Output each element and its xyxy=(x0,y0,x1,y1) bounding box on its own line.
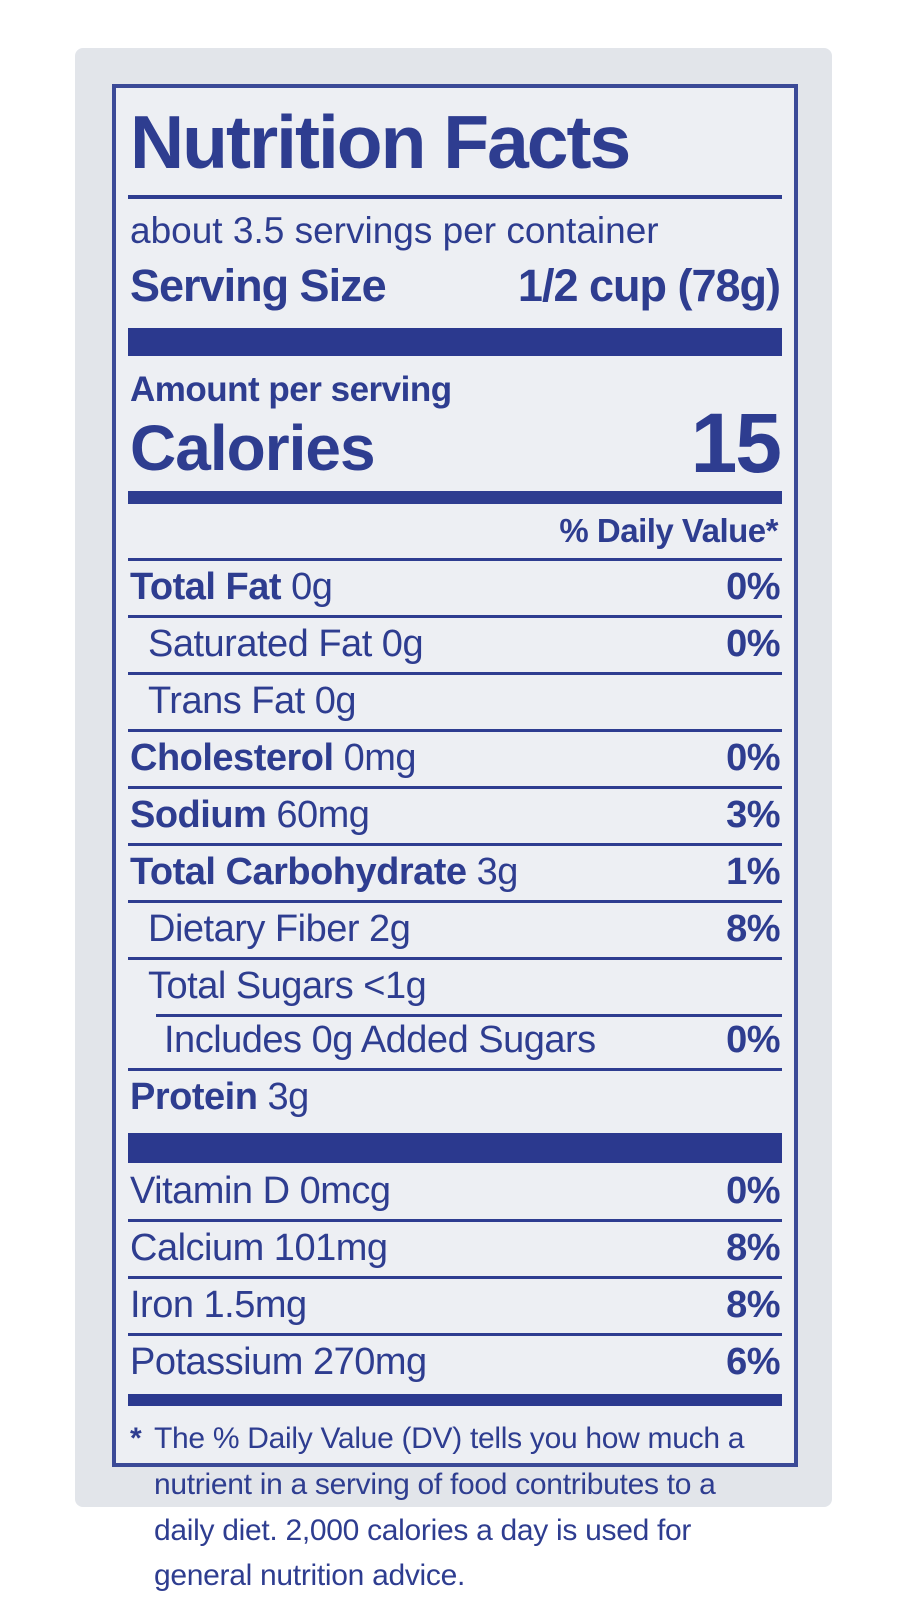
calories-value: 15 xyxy=(690,395,782,490)
nutrient-row: Cholesterol 0mg 0% xyxy=(128,729,782,786)
footnote-asterisk: * xyxy=(130,1422,142,1456)
calories-divider xyxy=(128,491,782,505)
nutrient-name: Sodium 60mg xyxy=(130,794,370,837)
footnote-text: The % Daily Value (DV) tells you how muc… xyxy=(154,1422,745,1593)
nutrition-facts-panel: Nutrition Facts about 3.5 servings per c… xyxy=(112,84,798,1592)
nutrient-daily-value: 0% xyxy=(726,623,780,666)
panel-title: Nutrition Facts xyxy=(130,100,631,184)
title-divider xyxy=(128,195,782,200)
nutrient-row: Vitamin D 0mcg 0% xyxy=(128,1165,782,1219)
amount-per-serving-label: Amount per serving xyxy=(130,369,452,409)
nutrient-daily-value: 0% xyxy=(726,566,780,609)
nutrient-name: Vitamin D 0mcg xyxy=(130,1170,391,1213)
nutrient-row: Sodium 60mg 3% xyxy=(128,786,782,843)
nutrient-daily-value: 0% xyxy=(726,1019,780,1062)
nutrient-name: Cholesterol 0mg xyxy=(130,737,417,780)
section-bar-top xyxy=(128,327,782,356)
nutrient-row: Potassium 270mg 6% xyxy=(128,1333,782,1390)
nutrient-name: Calcium 101mg xyxy=(130,1227,388,1270)
nutrient-name: Potassium 270mg xyxy=(130,1341,427,1384)
nutrient-row: Includes 0g Added Sugars 0% xyxy=(128,1014,782,1068)
daily-value-header: % Daily Value* xyxy=(559,512,778,550)
nutrient-rows: Total Fat 0g 0% Saturated Fat 0g 0% Tran… xyxy=(128,558,782,1125)
nutrient-name: Includes 0g Added Sugars xyxy=(164,1019,596,1062)
nutrient-name: Dietary Fiber 2g xyxy=(148,908,411,951)
serving-size-value: 1/2 cup (78g) xyxy=(517,259,781,311)
nutrient-row: Protein 3g xyxy=(128,1068,782,1125)
nutrient-name: Total Carbohydrate 3g xyxy=(130,851,518,894)
nutrient-name: Saturated Fat 0g xyxy=(148,623,424,666)
nutrient-daily-value: 6% xyxy=(726,1341,780,1384)
nutrient-daily-value: 1% xyxy=(726,851,780,894)
nutrient-name: Iron 1.5mg xyxy=(130,1284,307,1327)
nutrient-daily-value: 8% xyxy=(726,1227,780,1270)
nutrient-row: Dietary Fiber 2g 8% xyxy=(128,900,782,957)
nutrient-row: Total Fat 0g 0% xyxy=(128,558,782,615)
label-card: Nutrition Facts about 3.5 servings per c… xyxy=(75,48,832,1592)
nutrient-daily-value: 8% xyxy=(726,1284,780,1327)
nutrient-row: Total Sugars <1g xyxy=(128,957,782,1014)
nutrient-daily-value: 8% xyxy=(726,908,780,951)
calories-label: Calories xyxy=(130,412,376,485)
serving-size-row: Serving Size 1/2 cup (78g) xyxy=(128,254,782,316)
nutrient-row: Total Carbohydrate 3g 1% xyxy=(128,843,782,900)
nutrient-daily-value: 0% xyxy=(726,1170,780,1213)
nutrient-row: Iron 1.5mg 8% xyxy=(128,1276,782,1333)
nutrient-daily-value: 3% xyxy=(726,794,780,837)
nutrient-name: Total Sugars <1g xyxy=(148,965,427,1008)
nutrient-row: Calcium 101mg 8% xyxy=(128,1219,782,1276)
nutrient-name: Protein 3g xyxy=(130,1076,309,1119)
footnote: * The % Daily Value (DV) tells you how m… xyxy=(128,1408,782,1598)
nutrient-name: Trans Fat 0g xyxy=(148,680,357,723)
nutrient-daily-value: 0% xyxy=(726,737,780,780)
calories-row: Calories 15 xyxy=(128,395,782,490)
serving-size-label: Serving Size xyxy=(130,259,387,311)
section-bar-middle xyxy=(128,1133,782,1164)
nutrient-row: Trans Fat 0g xyxy=(128,672,782,729)
nutrient-row: Saturated Fat 0g 0% xyxy=(128,615,782,672)
micronutrient-rows: Vitamin D 0mcg 0% Calcium 101mg 8% Iron … xyxy=(128,1165,782,1390)
section-bar-bottom xyxy=(128,1394,782,1407)
nutrient-name: Total Fat 0g xyxy=(130,566,333,609)
servings-per-container: about 3.5 servings per container xyxy=(130,210,659,252)
